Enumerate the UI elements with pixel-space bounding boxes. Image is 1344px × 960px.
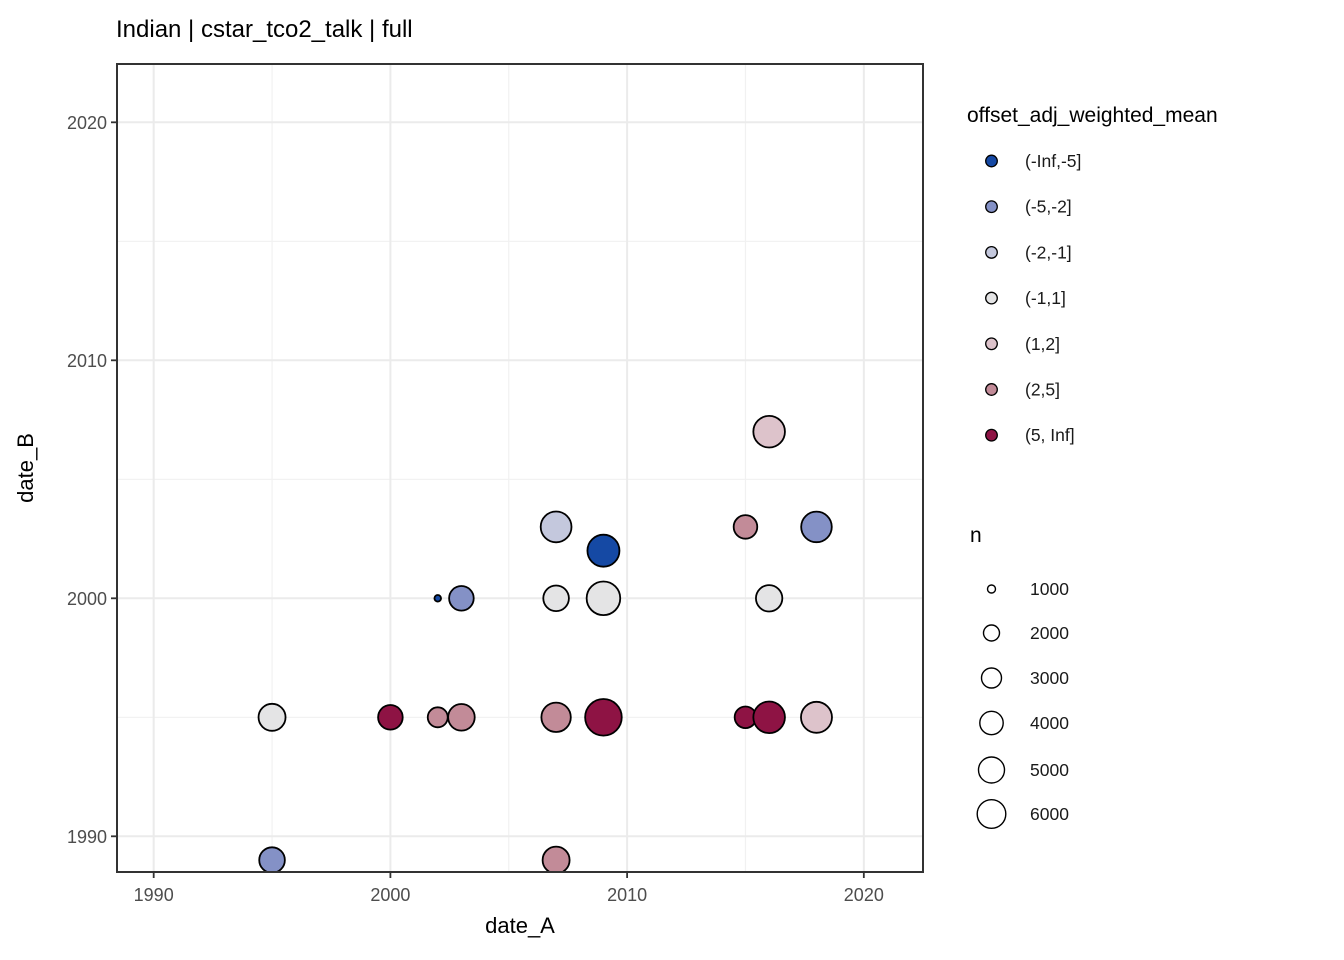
color-legend-label: (5, Inf] bbox=[1025, 425, 1075, 445]
color-legend-label: (-Inf,-5] bbox=[1025, 151, 1081, 171]
color-legend-label: (2,5] bbox=[1025, 380, 1060, 400]
y-axis-title: date_B bbox=[13, 433, 38, 503]
data-point bbox=[426, 706, 449, 729]
legend-layer: (-Inf,-5] (-5,-2] (-2,-1] (-1,1] (1,2] (2,5] (… bbox=[976, 151, 1081, 830]
color-legend-key bbox=[985, 200, 998, 214]
size-legend-key bbox=[980, 667, 1003, 689]
color-legend-key bbox=[985, 337, 998, 351]
size-legend-label: 6000 bbox=[1030, 804, 1069, 824]
data-point bbox=[448, 585, 475, 612]
x-tick-label: 1990 bbox=[134, 885, 174, 905]
data-point bbox=[447, 703, 476, 732]
data-point bbox=[585, 580, 622, 617]
y-tick-label: 2000 bbox=[67, 589, 107, 609]
data-point bbox=[752, 415, 786, 449]
data-point bbox=[755, 584, 784, 613]
size-legend-key bbox=[976, 799, 1007, 830]
axes-layer: 1990 2000 2010 2020 1990 2000 2010 2020 bbox=[67, 113, 884, 905]
panel-layer bbox=[117, 64, 923, 872]
data-point bbox=[433, 594, 442, 603]
data-point bbox=[584, 698, 623, 737]
color-legend-key bbox=[985, 428, 998, 442]
data-point bbox=[540, 701, 572, 733]
color-legend-key bbox=[985, 245, 998, 259]
data-point bbox=[800, 700, 833, 734]
size-legend-key bbox=[979, 710, 1004, 736]
plot-title: Indian | cstar_tco2_talk | full bbox=[116, 16, 413, 43]
x-axis-title: date_A bbox=[485, 913, 555, 938]
color-legend-title: offset_adj_weighted_mean bbox=[967, 104, 1218, 127]
data-point bbox=[542, 584, 570, 613]
y-tick-label: 2010 bbox=[67, 351, 107, 371]
color-legend-label: (1,2] bbox=[1025, 334, 1060, 354]
color-legend-key bbox=[985, 154, 998, 168]
size-legend-label: 5000 bbox=[1030, 760, 1069, 780]
size-legend-label: 1000 bbox=[1030, 579, 1069, 599]
size-legend-title: n bbox=[970, 524, 982, 547]
color-legend-label: (-2,-1] bbox=[1025, 242, 1072, 262]
y-tick-label: 2020 bbox=[67, 113, 107, 133]
color-legend-label: (-1,1] bbox=[1025, 288, 1066, 308]
size-legend-key bbox=[982, 624, 1001, 642]
size-legend-label: 2000 bbox=[1030, 623, 1069, 643]
data-point bbox=[539, 510, 573, 544]
data-point bbox=[732, 514, 759, 540]
panel-border bbox=[116, 63, 924, 873]
points-layer bbox=[257, 415, 833, 872]
size-legend-label: 3000 bbox=[1030, 668, 1069, 688]
x-tick-label: 2020 bbox=[844, 885, 884, 905]
color-legend-label: (-5,-2] bbox=[1025, 197, 1072, 217]
data-point bbox=[377, 704, 404, 731]
data-point bbox=[257, 702, 287, 732]
y-tick-label: 1990 bbox=[67, 827, 107, 847]
size-legend-key bbox=[977, 756, 1006, 784]
size-legend-label: 4000 bbox=[1030, 713, 1069, 733]
data-point bbox=[800, 510, 833, 544]
color-legend-key bbox=[985, 291, 998, 305]
x-tick-label: 2010 bbox=[607, 885, 647, 905]
panel-background bbox=[117, 64, 923, 872]
frame-layer bbox=[116, 63, 924, 873]
data-point bbox=[258, 846, 286, 872]
color-legend-key bbox=[985, 383, 998, 396]
data-point bbox=[752, 700, 786, 735]
size-legend-key bbox=[986, 584, 997, 594]
x-tick-label: 2000 bbox=[370, 885, 410, 905]
data-point bbox=[541, 845, 571, 872]
data-point bbox=[586, 533, 621, 568]
